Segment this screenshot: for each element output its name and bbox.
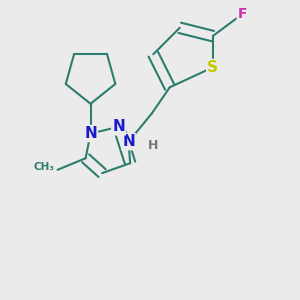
Text: CH₃: CH₃ <box>33 161 54 172</box>
Text: H: H <box>148 139 158 152</box>
Text: S: S <box>207 60 218 75</box>
Text: F: F <box>238 7 247 21</box>
Text: N: N <box>122 134 135 149</box>
Text: N: N <box>84 126 97 141</box>
Text: N: N <box>112 119 125 134</box>
